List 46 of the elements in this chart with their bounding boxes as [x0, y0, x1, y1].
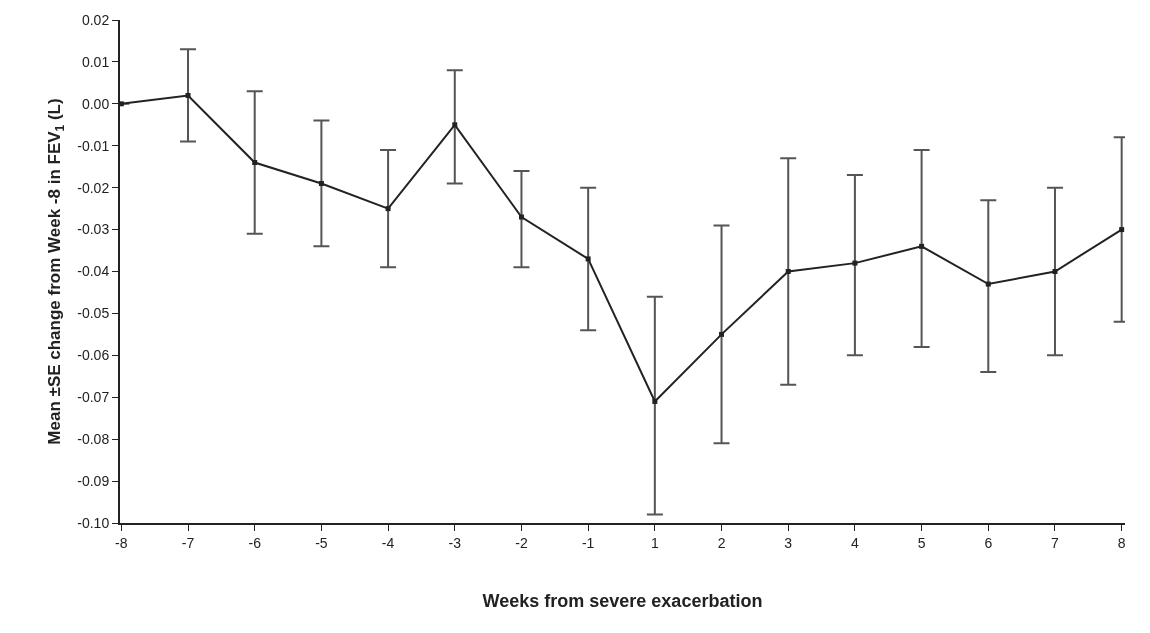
- y-tick-label: -0.03: [77, 221, 110, 238]
- x-tick-label: -2: [515, 534, 528, 551]
- y-tick-label: -0.02: [77, 179, 110, 196]
- point: [919, 243, 925, 249]
- point: [120, 101, 124, 107]
- x-tick-label: -8: [115, 534, 128, 551]
- point: [452, 122, 458, 128]
- point: [985, 281, 991, 287]
- x-tick-label: 4: [851, 534, 860, 551]
- point: [652, 398, 658, 404]
- y-tick-label: -0.06: [77, 347, 110, 364]
- point: [719, 331, 725, 337]
- x-tick-label: -7: [181, 534, 195, 551]
- point: [585, 256, 591, 262]
- y-tick-label: -0.10: [77, 514, 110, 531]
- y-tick-label: -0.09: [77, 472, 110, 489]
- x-tick-label: -5: [315, 534, 328, 551]
- y-tick-label: 0.01: [81, 53, 110, 70]
- point: [518, 214, 524, 220]
- x-tick-label: 1: [650, 534, 659, 551]
- x-axis-title: Weeks from severe exacerbation: [482, 591, 763, 612]
- x-tick-label: -6: [248, 534, 262, 551]
- point: [1119, 227, 1125, 233]
- point: [1052, 269, 1058, 274]
- y-tick-label: 0.02: [81, 11, 110, 28]
- point: [252, 160, 258, 166]
- point: [185, 92, 191, 98]
- x-tick-label: 8: [1117, 534, 1126, 551]
- point: [785, 269, 791, 274]
- x-tick-label: 7: [1051, 534, 1060, 551]
- y-tick-label: 0.00: [81, 95, 110, 112]
- x-tick-label: -4: [381, 534, 395, 551]
- point: [385, 206, 391, 212]
- y-tick-label: -0.08: [77, 431, 110, 448]
- x-tick-label: 6: [984, 534, 993, 551]
- x-tick-label: 5: [917, 534, 926, 551]
- y-tick-label: -0.04: [77, 263, 110, 280]
- y-tick-label: -0.07: [77, 389, 110, 406]
- y-tick-label: -0.05: [77, 305, 110, 322]
- x-tick-label: 2: [717, 534, 726, 551]
- point: [318, 180, 324, 186]
- point: [852, 260, 858, 266]
- x-tick-label: 3: [784, 534, 793, 551]
- x-tick-label: -1: [581, 534, 595, 551]
- y-tick-label: -0.01: [77, 137, 110, 154]
- x-tick-label: -3: [448, 534, 462, 551]
